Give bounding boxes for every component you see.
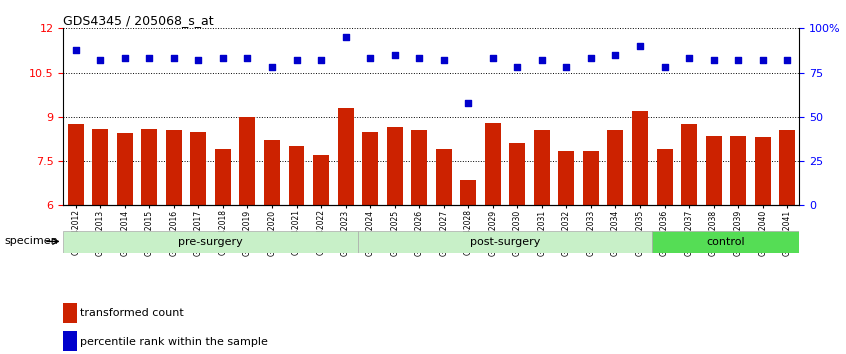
Bar: [681, 124, 697, 205]
Point: [314, 57, 327, 63]
Point: [69, 47, 82, 52]
Point: [338, 34, 352, 40]
Bar: [411, 130, 427, 205]
Point: [780, 57, 794, 63]
Bar: [652, 230, 799, 253]
Point: [142, 56, 156, 61]
Point: [706, 57, 720, 63]
Bar: [607, 130, 624, 205]
Bar: [706, 136, 722, 205]
Bar: [509, 143, 525, 205]
Point: [657, 64, 671, 70]
Text: control: control: [706, 236, 745, 247]
Bar: [730, 136, 746, 205]
Bar: [63, 331, 77, 351]
Bar: [141, 129, 157, 205]
Bar: [288, 146, 305, 205]
Text: percentile rank within the sample: percentile rank within the sample: [80, 337, 268, 347]
Text: GDS4345 / 205068_s_at: GDS4345 / 205068_s_at: [63, 14, 214, 27]
Text: transformed count: transformed count: [80, 308, 184, 318]
Bar: [68, 124, 84, 205]
Bar: [63, 230, 358, 253]
Bar: [436, 149, 452, 205]
Point: [535, 57, 548, 63]
Text: pre-surgery: pre-surgery: [179, 236, 243, 247]
Text: post-surgery: post-surgery: [470, 236, 541, 247]
Bar: [779, 130, 795, 205]
Point: [682, 56, 695, 61]
Bar: [755, 137, 771, 205]
Point: [608, 52, 622, 58]
Bar: [313, 155, 329, 205]
Bar: [485, 123, 501, 205]
Bar: [534, 130, 550, 205]
Point: [216, 56, 229, 61]
Text: specimen: specimen: [4, 236, 58, 246]
Point: [755, 57, 769, 63]
Point: [633, 43, 646, 49]
Point: [510, 64, 524, 70]
Point: [240, 56, 254, 61]
Point: [191, 57, 205, 63]
Bar: [583, 151, 599, 205]
Point: [118, 56, 131, 61]
Point: [731, 57, 744, 63]
Bar: [558, 151, 574, 205]
Bar: [362, 132, 378, 205]
Bar: [387, 127, 403, 205]
Bar: [166, 130, 182, 205]
Point: [461, 100, 475, 105]
Point: [387, 52, 401, 58]
Bar: [92, 129, 108, 205]
Bar: [215, 149, 231, 205]
Bar: [338, 108, 354, 205]
Bar: [264, 141, 280, 205]
Bar: [632, 111, 648, 205]
Point: [437, 57, 450, 63]
Point: [93, 57, 107, 63]
Point: [167, 56, 180, 61]
Bar: [358, 230, 652, 253]
Bar: [239, 117, 255, 205]
Point: [412, 56, 426, 61]
Bar: [117, 133, 133, 205]
Point: [486, 56, 499, 61]
Point: [289, 57, 303, 63]
Bar: [460, 180, 476, 205]
Bar: [656, 149, 673, 205]
Point: [559, 64, 573, 70]
Point: [584, 56, 597, 61]
Bar: [190, 132, 206, 205]
Bar: [63, 303, 77, 323]
Point: [363, 56, 376, 61]
Point: [265, 64, 278, 70]
